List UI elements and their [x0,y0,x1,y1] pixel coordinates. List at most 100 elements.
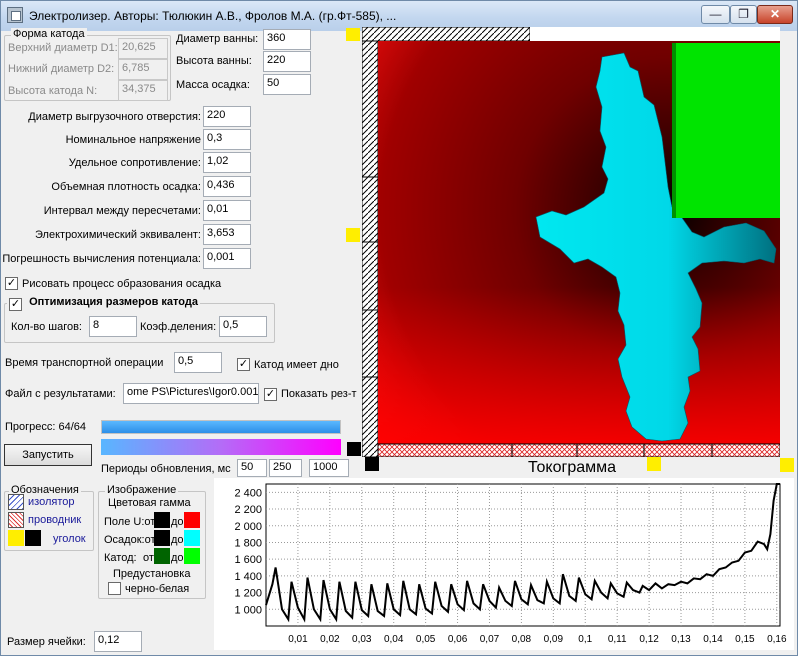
app-icon[interactable] [7,7,23,23]
corner-black-swatch [25,530,41,546]
marker-top-left [346,28,360,41]
bath-diameter-label: Диаметр ванны: [176,33,259,45]
field-to-color[interactable] [184,512,200,528]
param-field-nominal-voltage[interactable]: 0,3 [203,129,251,150]
x-tick-label: 0,03 [352,634,372,645]
progress-label: Прогресс: 64/64 [5,421,87,433]
upper-diameter-label: Верхний диаметр D1: [8,42,118,54]
close-button[interactable]: ✕ [757,5,793,24]
plot-area [265,483,781,627]
param-label-potential-error: Погрешность вычисления потенциала: [2,253,201,265]
x-tick-label: 0,05 [416,634,436,645]
image-group-title: Изображение [105,484,179,496]
preset-label: Предустановка [113,568,191,580]
conductor-label: проводник [28,514,82,526]
y-tick-label: 1 000 [234,604,262,616]
deposit-to-color[interactable] [184,530,200,546]
transport-time-label: Время транспортной операции [5,357,164,369]
param-label-outlet-diameter: Диаметр выгрузочного отверстия: [28,111,201,123]
y-tick-label: 2 400 [234,487,262,499]
cell-size-field[interactable]: 0,12 [94,631,142,652]
cathode-color-label: Катод: [104,552,137,564]
optimization-group-header: ✓ Оптимизация размеров катода [7,296,200,311]
y-tick-label: 1 200 [234,588,262,600]
transport-time-field[interactable]: 0,5 [174,352,222,373]
deposit-from-color[interactable] [154,530,170,546]
param-field-potential-error[interactable]: 0,001 [203,248,251,269]
x-tick-label: 0,04 [384,634,404,645]
y-tick-label: 2 000 [234,521,262,533]
field-to-label: до [171,516,184,528]
update-period-1-field[interactable]: 50 [237,459,267,477]
deposit-color-label: Осадок:от [104,534,156,546]
legend-title: Обозначения [9,484,81,496]
x-tick-label: 0,08 [512,634,532,645]
cathode-block [672,43,780,218]
minimize-button[interactable]: — [701,5,730,24]
field-from-color[interactable] [154,512,170,528]
bw-checkbox[interactable] [108,582,121,595]
x-tick-label: 0,16 [767,634,787,645]
param-field-bulk-density[interactable]: 0,436 [203,176,251,197]
cathode-bottom-checkbox[interactable]: ✓ [237,358,250,371]
tokogramma-title: Токограмма [527,459,617,476]
param-field-recalc-interval[interactable]: 0,01 [203,200,251,221]
x-tick-label: 0,15 [735,634,755,645]
bath-height-field[interactable]: 220 [263,51,311,72]
progress-bar [101,420,341,434]
x-tick-label: 0,06 [448,634,468,645]
division-coef-field[interactable]: 0,5 [219,316,267,337]
color-gradient-bar [101,439,341,455]
y-tick-label: 2 200 [234,504,262,516]
corner-label: уголок [53,533,86,545]
tokogramma-chart: 1 000 1 200 1 400 1 600 1 800 2 000 2 200 2 400… [214,478,794,650]
param-field-electrochem-equivalent[interactable]: 3,653 [203,224,251,245]
lower-diameter-field[interactable]: 6,785 [118,59,168,80]
steps-field[interactable]: 8 [89,316,137,337]
cathode-height-field[interactable]: 34,375 [118,80,168,101]
y-tick-label: 1 800 [234,537,262,549]
show-results-label: Показать рез-т [281,388,357,400]
draw-process-checkbox[interactable]: ✓ [5,277,18,290]
cathode-to-label: до [171,552,184,564]
bath-diameter-field[interactable]: 360 [263,29,311,50]
deposit-mass-field[interactable]: 50 [263,74,311,95]
param-label-electrochem-equivalent: Электрохимический эквивалент: [35,229,201,241]
cathode-bottom-label: Катод имеет дно [254,359,339,371]
cathode-block-edge [672,43,676,218]
x-tick-label: 0,14 [703,634,723,645]
optimization-checkbox[interactable]: ✓ [9,298,22,311]
color-scheme-label: Цветовая гамма [108,497,191,509]
cathode-from-color[interactable] [154,548,170,564]
results-file-field[interactable]: ome PS\Pictures\Igor0.001 [123,383,259,404]
marker-bottom-left-black [347,442,361,456]
update-period-2-field[interactable]: 250 [269,459,302,477]
marker-bottom-mid-yellow [647,457,661,471]
update-period-3-field[interactable]: 1000 [309,459,349,477]
maximize-button[interactable]: ❐ [730,5,757,24]
param-label-bulk-density: Объемная плотность осадка: [51,181,201,193]
param-label-recalc-interval: Интервал между пересчетами: [43,205,201,217]
start-button[interactable]: Запустить [4,444,92,466]
conductor-icon [8,512,24,528]
show-results-checkbox[interactable]: ✓ [264,388,277,401]
electric-field-bottom [378,287,780,444]
param-field-resistivity[interactable]: 1,02 [203,152,251,173]
optimization-title: Оптимизация размеров катода [29,296,198,308]
bottom-conductor [377,443,780,457]
param-label-resistivity: Удельное сопротивление: [68,157,201,169]
insulator-label: изолятор [28,496,75,508]
deposit-shape [535,52,777,442]
param-field-outlet-diameter[interactable]: 220 [203,106,251,127]
lower-diameter-label: Нижний диаметр D2: [8,63,115,75]
cathode-to-color[interactable] [184,548,200,564]
param-label-nominal-voltage: Номинальное напряжение [65,134,201,146]
cathode-shape-group-title: Форма катода [11,28,87,40]
update-periods-label: Периоды обновления, мс [101,463,231,475]
draw-process-label: Рисовать процесс образования осадка [22,278,222,290]
cathode-from-label: от [143,552,154,564]
upper-diameter-field[interactable]: 20,625 [118,38,168,59]
results-file-label: Файл с результатами: [5,388,116,400]
window-title: Электролизер. Авторы: Тюлюкин А.В., Фрол… [29,9,397,23]
